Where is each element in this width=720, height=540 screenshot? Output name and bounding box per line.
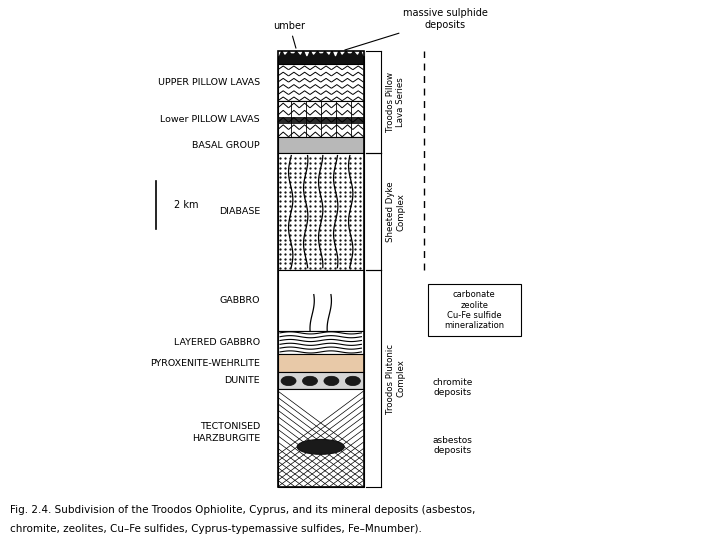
Text: PYROXENITE-WEHRLITE: PYROXENITE-WEHRLITE xyxy=(150,359,260,368)
Bar xyxy=(278,354,364,373)
Text: carbonate
zeolite
Cu-Fe sulfide
mineralization: carbonate zeolite Cu-Fe sulfide minerali… xyxy=(444,290,505,330)
Text: HARZBURGITE: HARZBURGITE xyxy=(192,434,260,443)
Ellipse shape xyxy=(297,440,344,454)
Text: DUNITE: DUNITE xyxy=(225,376,260,386)
Bar xyxy=(278,271,364,331)
Bar xyxy=(278,64,364,102)
Ellipse shape xyxy=(281,376,296,386)
Text: Sheeted Dyke
Complex: Sheeted Dyke Complex xyxy=(386,181,405,242)
Bar xyxy=(278,138,364,153)
Text: chromite
deposits: chromite deposits xyxy=(433,377,473,397)
Bar xyxy=(278,51,364,64)
Text: TECTONISED: TECTONISED xyxy=(199,422,260,431)
Text: chromite, zeolites, Cu–Fe sulfides, Cyprus-typemassive sulfides, Fe–Mnumber).: chromite, zeolites, Cu–Fe sulfides, Cypr… xyxy=(10,524,422,534)
Bar xyxy=(278,331,364,354)
Text: 2 km: 2 km xyxy=(174,200,199,210)
Bar xyxy=(428,284,521,336)
Text: LAYERED GABBRO: LAYERED GABBRO xyxy=(174,338,260,347)
Bar xyxy=(278,51,364,487)
Text: Fig. 2.4. Subdivision of the Troodos Ophiolite, Cyprus, and its mineral deposits: Fig. 2.4. Subdivision of the Troodos Oph… xyxy=(10,505,475,515)
Text: BASAL GROUP: BASAL GROUP xyxy=(192,141,260,150)
Bar xyxy=(278,153,364,271)
Text: Lower PILLOW LAVAS: Lower PILLOW LAVAS xyxy=(161,115,260,124)
Ellipse shape xyxy=(346,376,360,386)
Text: Troodos Plutonic
Complex: Troodos Plutonic Complex xyxy=(386,343,405,414)
Bar xyxy=(278,389,364,487)
Text: DIABASE: DIABASE xyxy=(219,207,260,217)
Text: GABBRO: GABBRO xyxy=(220,296,260,305)
Text: Troodos Pillow
Lava Series: Troodos Pillow Lava Series xyxy=(386,72,405,132)
Bar xyxy=(278,117,364,124)
Text: asbestos
deposits: asbestos deposits xyxy=(433,436,473,456)
Text: umber: umber xyxy=(274,21,305,48)
Ellipse shape xyxy=(302,376,318,386)
Bar xyxy=(278,373,364,389)
Text: massive sulphide
deposits: massive sulphide deposits xyxy=(345,8,487,50)
Bar xyxy=(278,102,364,138)
Text: UPPER PILLOW LAVAS: UPPER PILLOW LAVAS xyxy=(158,78,260,87)
Ellipse shape xyxy=(324,376,339,386)
